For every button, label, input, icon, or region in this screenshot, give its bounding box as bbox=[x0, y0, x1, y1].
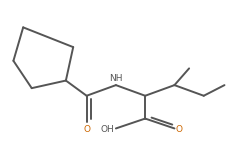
Text: OH: OH bbox=[101, 125, 114, 134]
Text: NH: NH bbox=[109, 74, 123, 83]
Text: O: O bbox=[176, 125, 183, 134]
Text: O: O bbox=[83, 125, 90, 134]
